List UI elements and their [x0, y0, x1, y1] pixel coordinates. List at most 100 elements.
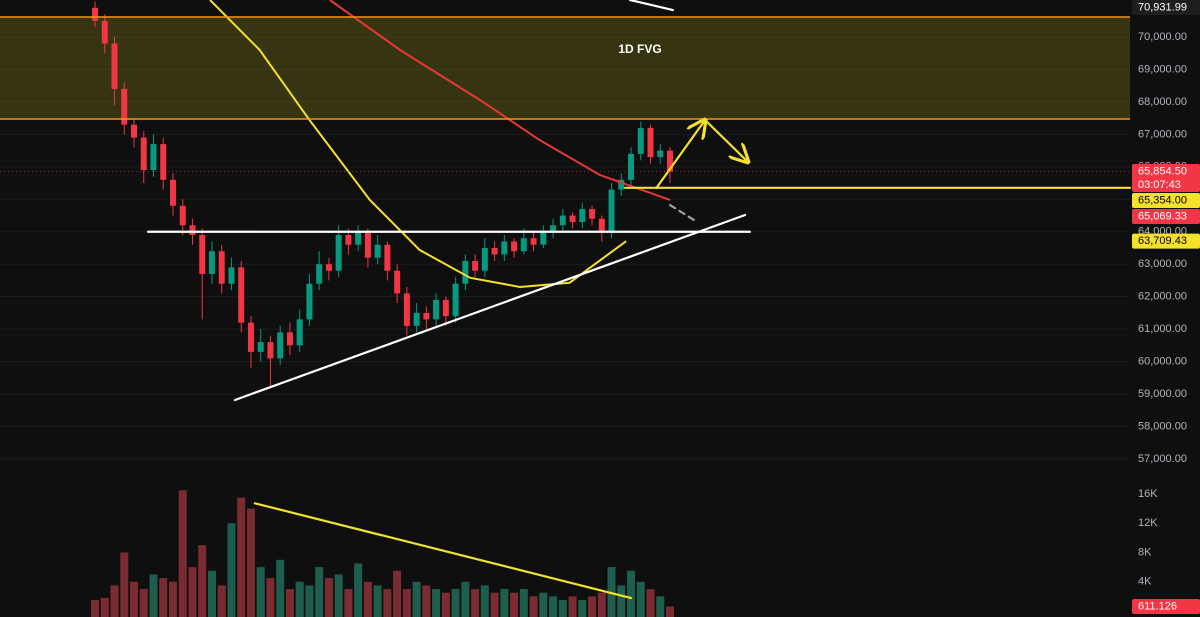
candle-body	[520, 238, 527, 252]
candle-body	[238, 267, 245, 323]
trend-drawing	[668, 203, 699, 224]
volume-bar	[100, 597, 109, 617]
y-tick-label: 68,000.00	[1138, 96, 1187, 108]
candle-body	[364, 231, 371, 258]
volume-bar	[354, 563, 363, 617]
volume-bar	[402, 589, 411, 617]
candle-body	[306, 283, 313, 320]
price-tag-countdown: 03:07:43	[1138, 179, 1181, 191]
candle-body	[335, 235, 342, 271]
candle-body	[511, 241, 518, 252]
candle-body	[589, 209, 596, 219]
candle-body	[423, 312, 430, 320]
candle-body	[277, 332, 284, 359]
volume-bar	[168, 581, 177, 617]
candle-body	[179, 205, 186, 226]
candle-body	[501, 241, 508, 255]
volume-bar	[656, 596, 665, 617]
candle-body	[169, 179, 176, 206]
volume-bar	[422, 585, 431, 617]
candle-body	[150, 144, 157, 171]
candle-body	[374, 244, 381, 258]
candle-body	[637, 127, 644, 154]
volume-bar	[159, 578, 168, 617]
volume-bar	[110, 585, 119, 617]
volume-bar	[393, 570, 402, 617]
y-tick-label: 62,000.00	[1138, 291, 1187, 303]
candle-body	[433, 299, 440, 320]
y-tick-label: 63,000.00	[1138, 258, 1187, 270]
volume-bar	[266, 578, 275, 617]
candle-body	[491, 247, 498, 255]
volume-tag	[1132, 599, 1200, 615]
trend-drawing	[253, 502, 633, 600]
candle-body	[442, 299, 449, 317]
fvg-zone	[0, 17, 1130, 119]
candle-body	[413, 312, 420, 326]
volume-bar	[519, 589, 528, 617]
volume-bar	[636, 581, 645, 617]
volume-bar	[568, 596, 577, 617]
volume-bar	[539, 592, 548, 617]
volume-bar	[315, 567, 324, 617]
volume-bar	[305, 585, 314, 617]
candle-body	[618, 179, 625, 190]
candle-body	[550, 225, 557, 232]
volume-bar	[227, 523, 236, 617]
candle-body	[559, 215, 566, 226]
volume-bar	[188, 567, 197, 617]
candle-body	[647, 127, 654, 158]
volume-bar	[627, 570, 636, 617]
candle-body	[530, 238, 537, 245]
candle-body	[111, 43, 118, 89]
price-tag-label: 63,709.43	[1138, 235, 1187, 247]
price-tag	[1132, 193, 1200, 209]
candle-body	[657, 150, 664, 158]
price-tag-label: 70,931.99	[1138, 1, 1187, 13]
candle-body	[286, 332, 293, 346]
candle-body	[452, 283, 459, 317]
candle-body	[462, 260, 469, 284]
candle-body	[160, 144, 167, 180]
volume-bar	[471, 589, 480, 617]
volume-bar	[510, 592, 519, 617]
candle-body	[325, 264, 332, 271]
candle-body	[208, 251, 215, 274]
candle-body	[121, 88, 128, 125]
candle-body	[218, 251, 225, 284]
volume-bar	[91, 600, 100, 617]
volume-bar	[363, 581, 372, 617]
candle-body	[101, 20, 108, 44]
volume-bar	[246, 508, 255, 617]
trend-drawing	[233, 213, 747, 402]
volume-bar	[412, 581, 421, 617]
candle-body	[345, 235, 352, 245]
candle-body	[316, 264, 323, 284]
volume-bar	[285, 589, 294, 617]
candle-body	[384, 244, 391, 271]
volume-bar	[480, 585, 489, 617]
candle-body	[569, 215, 576, 223]
volume-bar	[490, 592, 499, 617]
candle-body	[355, 231, 362, 245]
y-tick-label: 70,000.00	[1138, 31, 1187, 43]
volume-tick-label: 12K	[1138, 517, 1158, 529]
volume-bar	[588, 596, 597, 617]
y-tick-label: 61,000.00	[1138, 323, 1187, 335]
volume-bar	[178, 490, 187, 617]
candle-body	[540, 231, 547, 245]
price-tag-label: 65,069.33	[1138, 210, 1187, 222]
volume-bar	[500, 589, 509, 617]
volume-bar	[432, 589, 441, 617]
trend-drawing	[655, 120, 705, 190]
candle-body	[199, 235, 206, 274]
price-tag	[1132, 209, 1200, 225]
volume-bar	[198, 545, 207, 617]
volume-bar	[256, 567, 265, 617]
candle-body	[267, 342, 274, 359]
y-tick-label: 69,000.00	[1138, 63, 1187, 75]
volume-tag-label: 611.126	[1138, 600, 1177, 612]
volume-bar	[130, 581, 139, 617]
trend-drawing	[703, 118, 748, 162]
candle-body	[667, 150, 674, 172]
